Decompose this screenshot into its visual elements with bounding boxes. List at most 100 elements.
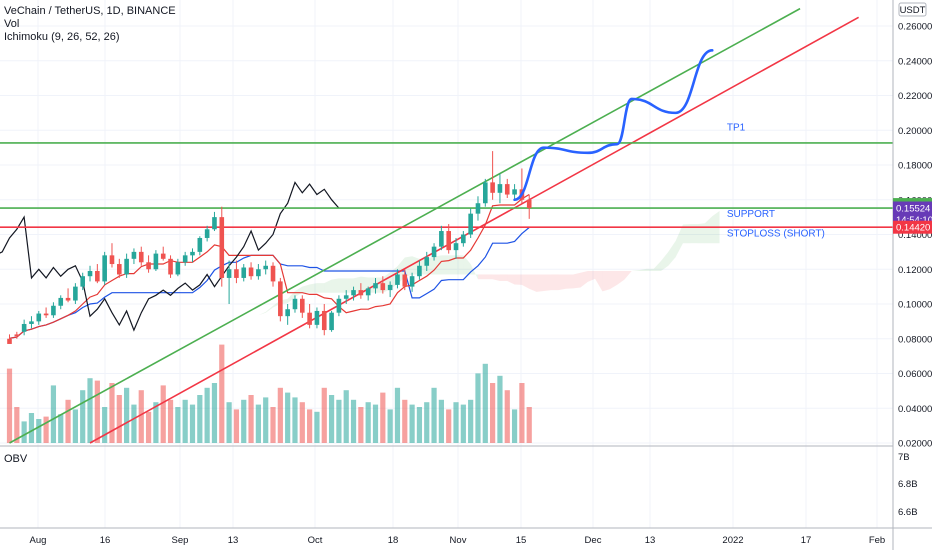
candle bbox=[87, 265, 93, 282]
volume-bar bbox=[28, 413, 35, 443]
volume-bar bbox=[453, 402, 459, 443]
cloud-segment bbox=[697, 223, 705, 244]
candle-body bbox=[109, 255, 115, 265]
horizontal-levels[interactable] bbox=[0, 142, 893, 229]
candle-body bbox=[58, 297, 64, 306]
cloud-segment bbox=[609, 270, 618, 290]
candle-body bbox=[351, 290, 356, 296]
candle-body bbox=[504, 184, 510, 195]
y-tick-label: 0.26000 bbox=[898, 22, 932, 33]
candle bbox=[446, 224, 451, 254]
y-tick-label: 0.04000 bbox=[898, 404, 932, 415]
candle bbox=[387, 281, 393, 298]
candle bbox=[234, 260, 239, 284]
candle-body bbox=[292, 298, 298, 310]
obv-ticks: 7B 6.8B 6.6B bbox=[898, 452, 918, 518]
volume-bar bbox=[424, 402, 430, 443]
x-tick-label: Dec bbox=[585, 535, 602, 546]
candle bbox=[270, 262, 276, 287]
cloud-segment bbox=[346, 278, 354, 293]
candle-body bbox=[483, 182, 488, 204]
volume-bar bbox=[6, 368, 13, 443]
volume-bar bbox=[160, 385, 166, 443]
volume-bar bbox=[277, 387, 283, 443]
cloud-segment bbox=[690, 224, 698, 244]
volume-bar bbox=[14, 407, 20, 443]
x-tick-label: 15 bbox=[516, 535, 527, 546]
price-scale[interactable] bbox=[893, 0, 932, 550]
y-tick-label: 0.10000 bbox=[898, 300, 932, 311]
volume-bar bbox=[504, 390, 510, 443]
candle bbox=[80, 272, 85, 291]
trend-lines[interactable] bbox=[9, 7, 860, 444]
x-tick-label: 17 bbox=[801, 535, 812, 546]
vol-indicator-label[interactable]: Vol bbox=[4, 18, 19, 30]
candle-body bbox=[497, 184, 503, 193]
candle bbox=[321, 304, 327, 336]
candle bbox=[153, 250, 159, 271]
chikou-line bbox=[0, 181, 340, 332]
volume-bar bbox=[211, 383, 218, 443]
candle-body bbox=[21, 323, 27, 332]
volume-bar bbox=[175, 407, 181, 443]
volume-bar bbox=[153, 402, 159, 443]
candle bbox=[285, 304, 290, 325]
volume-bar bbox=[102, 407, 108, 443]
volume-bar bbox=[380, 392, 386, 443]
volume-bar bbox=[365, 402, 371, 443]
annotations: TP1 SUPPORT STOPLOSS (SHORT) bbox=[727, 122, 825, 239]
x-tick-label: 13 bbox=[645, 535, 656, 546]
cloud-segment bbox=[595, 270, 603, 292]
x-tick-label: Feb bbox=[869, 535, 885, 546]
candle bbox=[292, 295, 298, 313]
cloud-segment bbox=[309, 283, 317, 293]
currency-box[interactable] bbox=[898, 2, 927, 17]
volume-bar bbox=[482, 363, 488, 443]
candle-body bbox=[95, 270, 100, 282]
candle-body bbox=[182, 255, 188, 263]
candle-body bbox=[168, 258, 173, 275]
cloud-segment bbox=[558, 274, 566, 291]
price-label-text: 0.14420 bbox=[896, 223, 930, 234]
volume-bar bbox=[343, 390, 349, 443]
ichimoku-indicator-label[interactable]: Ichimoku (9, 26, 52, 26) bbox=[4, 31, 120, 43]
candle-body bbox=[65, 297, 71, 301]
candle bbox=[512, 184, 517, 200]
candle bbox=[160, 246, 166, 261]
cloud-segment bbox=[660, 251, 669, 271]
volume-bar bbox=[50, 385, 57, 443]
candle bbox=[373, 277, 378, 294]
volume-bar bbox=[519, 383, 525, 443]
volume-bar bbox=[189, 404, 196, 443]
candle bbox=[175, 258, 181, 277]
cloud-segment bbox=[470, 264, 478, 280]
candle bbox=[190, 248, 195, 263]
cloud-segment bbox=[353, 276, 361, 293]
cloud-segment bbox=[294, 286, 303, 298]
x-tick-label: Nov bbox=[450, 535, 467, 546]
volume-bar bbox=[468, 399, 474, 443]
candle-body bbox=[146, 262, 151, 270]
candle-body bbox=[153, 253, 159, 270]
cloud-segment bbox=[441, 255, 449, 275]
currency-label: USDT bbox=[900, 5, 926, 16]
candle bbox=[490, 151, 495, 200]
cloud-segment bbox=[675, 224, 683, 258]
candle bbox=[43, 307, 49, 318]
obv-tick-label: 7B bbox=[898, 452, 910, 463]
candle bbox=[7, 334, 12, 344]
x-axis-ticks: Aug 16 Sep 13 Oct 18 Nov 15 Dec 13 2022 17 Feb bbox=[30, 535, 886, 546]
projection-curve bbox=[513, 49, 714, 202]
volume-bar bbox=[438, 399, 444, 443]
cloud-segment bbox=[653, 260, 661, 271]
projection-path[interactable] bbox=[513, 49, 714, 202]
candle bbox=[29, 316, 34, 329]
candle bbox=[358, 283, 364, 299]
annotation-label: STOPLOSS (SHORT) bbox=[727, 229, 825, 240]
candle bbox=[468, 208, 473, 238]
volume-bar bbox=[490, 383, 496, 443]
candle bbox=[343, 290, 349, 304]
candle bbox=[409, 272, 415, 292]
volume-bar bbox=[358, 407, 364, 443]
